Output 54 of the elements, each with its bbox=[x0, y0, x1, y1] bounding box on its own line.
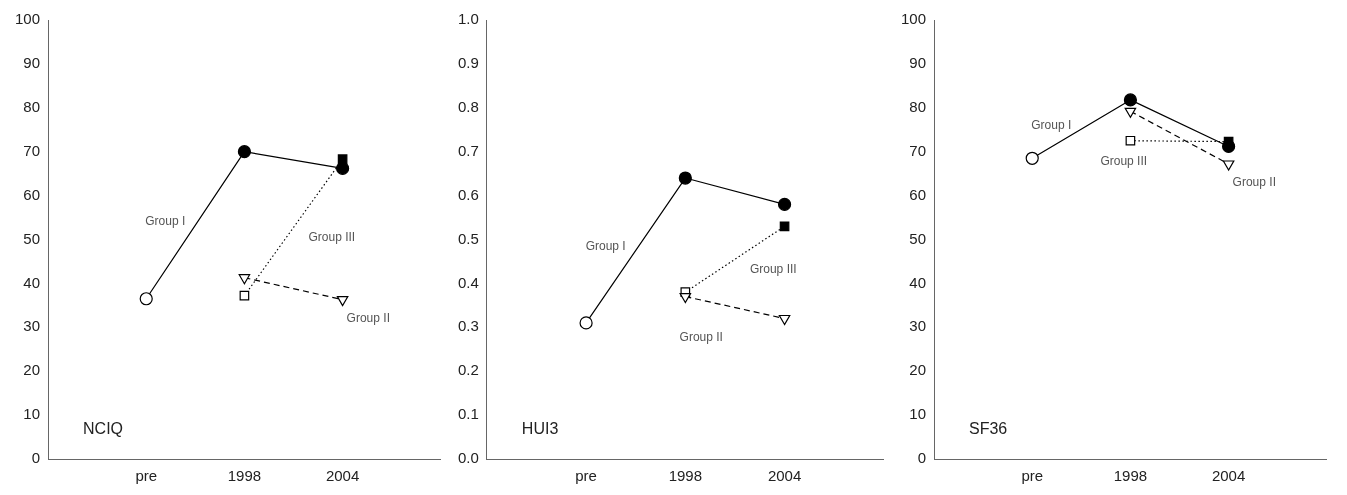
y-tick-label: 60 bbox=[909, 185, 927, 203]
y-tick-label: 80 bbox=[23, 97, 41, 115]
series-label: Group III bbox=[308, 230, 356, 245]
x-tick-label: 1998 bbox=[227, 467, 262, 485]
series-label: Group II bbox=[346, 310, 390, 325]
y-tick-label: 90 bbox=[909, 54, 927, 72]
y-tick-label: 100 bbox=[901, 10, 927, 28]
y-tick-label: 30 bbox=[909, 317, 927, 335]
series-label: Group III bbox=[749, 262, 797, 277]
y-tick-label: 0 bbox=[31, 449, 41, 467]
y-tick-label: 0.5 bbox=[457, 229, 479, 247]
x-tick-label: 1998 bbox=[668, 467, 703, 485]
y-tick-label: 70 bbox=[909, 141, 927, 159]
y-tick-label: 20 bbox=[23, 361, 41, 379]
x-tick-label: 2004 bbox=[767, 467, 802, 485]
x-tick-label: pre bbox=[575, 467, 597, 485]
y-tick-label: 20 bbox=[909, 361, 927, 379]
y-tick-label: 90 bbox=[23, 54, 41, 72]
series-label: Group II bbox=[1232, 174, 1276, 189]
y-tick-label: 0 bbox=[917, 449, 927, 467]
y-tick-label: 10 bbox=[909, 405, 927, 423]
y-tick-label: 0.7 bbox=[457, 141, 479, 159]
y-tick-label: 0.1 bbox=[457, 405, 479, 423]
y-tick-label: 50 bbox=[23, 229, 41, 247]
series-label: Group I bbox=[1031, 118, 1072, 133]
y-tick-label: 0.4 bbox=[457, 273, 479, 291]
x-tick-label: pre bbox=[135, 467, 158, 485]
y-tick-label: 1.0 bbox=[457, 10, 479, 28]
y-tick-label: 0.0 bbox=[457, 449, 479, 467]
text: HUI3 bbox=[521, 420, 559, 437]
x-tick-label: 1998 bbox=[1113, 467, 1148, 485]
x-tick-label: 2004 bbox=[1211, 467, 1246, 485]
y-tick-label: 40 bbox=[23, 273, 41, 291]
y-tick-label: 60 bbox=[23, 185, 41, 203]
text: Group II bbox=[679, 329, 723, 344]
y-tick-label: 80 bbox=[909, 97, 927, 115]
text: NCIQ bbox=[83, 420, 124, 437]
y-tick-label: 30 bbox=[23, 317, 41, 335]
series-label: Group I bbox=[585, 239, 626, 254]
y-tick-label: 0.2 bbox=[457, 361, 479, 379]
text: SF36 bbox=[969, 420, 1008, 437]
y-tick-label: 0.8 bbox=[457, 97, 479, 115]
series-label: Group III bbox=[1100, 153, 1148, 168]
y-tick-label: 10 bbox=[23, 405, 41, 423]
x-tick-label: 2004 bbox=[325, 467, 360, 485]
y-tick-label: 0.6 bbox=[457, 185, 479, 203]
y-tick-label: 0.3 bbox=[457, 317, 479, 335]
y-tick-label: 100 bbox=[15, 10, 41, 28]
y-tick-label: 70 bbox=[23, 141, 41, 159]
y-tick-label: 0.9 bbox=[457, 54, 479, 72]
y-tick-label: 50 bbox=[909, 229, 927, 247]
series-label: Group I bbox=[145, 214, 186, 229]
y-tick-label: 40 bbox=[909, 273, 927, 291]
x-tick-label: pre bbox=[1021, 467, 1044, 485]
